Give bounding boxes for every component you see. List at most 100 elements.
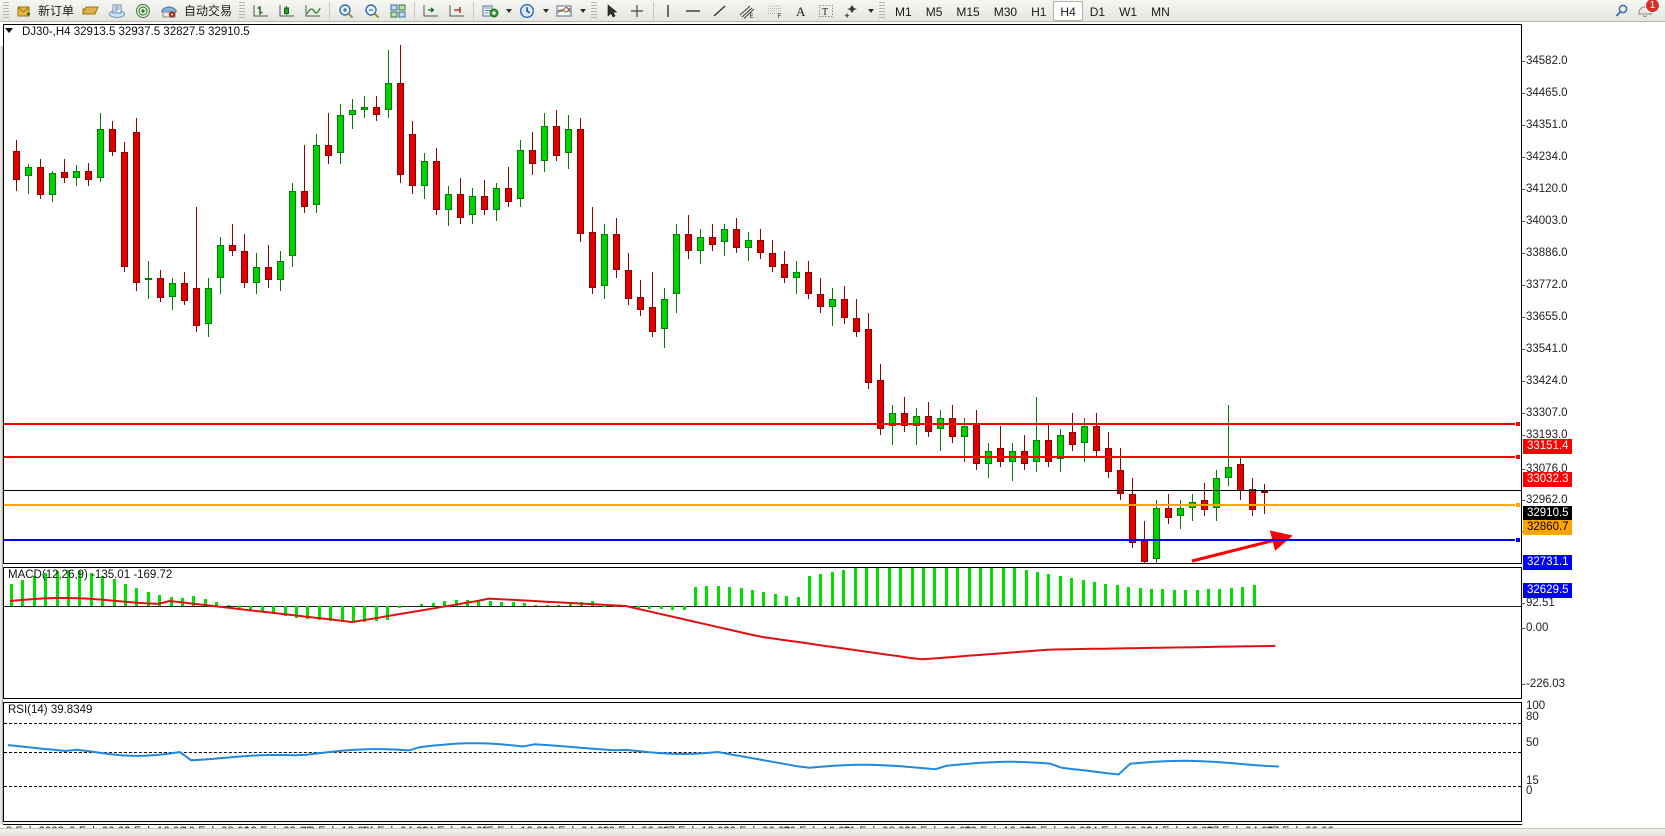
chart-area[interactable]: DJ30-,H4 32913.5 32937.5 32827.5 32910.5…	[0, 22, 1665, 836]
candle-wick	[328, 112, 329, 164]
candle-body	[1249, 488, 1256, 511]
timeframe-m30[interactable]: M30	[993, 4, 1018, 19]
vline-icon[interactable]	[657, 1, 679, 21]
new-order-icon[interactable]	[12, 1, 36, 21]
timeframe-m5[interactable]: M5	[925, 4, 943, 19]
candle-wick	[232, 223, 233, 256]
up-trend-arrow	[1191, 530, 1293, 563]
candle-body	[517, 150, 524, 200]
auto-scroll-icon[interactable]	[444, 1, 470, 21]
period-dropdown-arrow[interactable]	[540, 1, 551, 21]
indicators-dropdown-arrow[interactable]	[503, 1, 514, 21]
zoom-in-icon[interactable]	[333, 1, 359, 21]
macd-histogram-bar	[1195, 589, 1199, 606]
bar-chart-icon[interactable]	[248, 1, 274, 21]
market-icon[interactable]	[156, 1, 182, 21]
candle-body	[625, 269, 632, 300]
macd-histogram-bar	[534, 604, 538, 606]
rsi-tick: 80	[1526, 711, 1539, 723]
timeframe-m15[interactable]: M15	[956, 4, 980, 19]
auto-trading-button[interactable]: 自动交易	[184, 3, 233, 18]
candle-body	[1105, 448, 1112, 473]
text-label-icon[interactable]: T	[813, 1, 839, 21]
macd-histogram-bar	[819, 574, 823, 606]
tile-windows-icon[interactable]	[385, 1, 411, 21]
fibonacci-icon[interactable]: F	[761, 1, 789, 21]
hline-icon[interactable]	[679, 1, 707, 21]
period-icon[interactable]	[514, 1, 540, 21]
macd-histogram-bar	[10, 584, 13, 606]
folder-icon[interactable]	[78, 1, 104, 21]
macd-histogram-bar	[990, 568, 994, 606]
candle-wick	[304, 145, 305, 213]
candle-body	[361, 107, 368, 110]
macd-histogram-bar	[853, 568, 857, 606]
candle-body	[661, 299, 668, 330]
macd-histogram-bar	[124, 583, 127, 606]
macd-histogram-bar	[602, 606, 606, 607]
chart-shift-icon[interactable]	[418, 1, 444, 21]
toolbar-grip-4[interactable]	[879, 1, 886, 20]
search-icon[interactable]	[1609, 1, 1635, 21]
zoom-out-icon[interactable]	[359, 1, 385, 21]
candle-body	[205, 288, 212, 324]
candle-wick	[832, 288, 833, 327]
candle-wick	[148, 261, 149, 300]
macd-histogram-bar	[295, 606, 298, 618]
main-toolbar: 新订单	[0, 0, 1665, 22]
candle-body	[37, 166, 44, 196]
objects-dropdown-arrow[interactable]	[865, 1, 876, 21]
templates-icon[interactable]	[551, 1, 577, 21]
toolbar-sep-1	[329, 1, 331, 20]
macd-histogram-bar	[146, 592, 150, 606]
candle-body	[637, 296, 644, 311]
macd-histogram-bar	[773, 594, 777, 606]
text-icon[interactable]: A	[789, 1, 813, 21]
macd-histogram-bar	[1001, 568, 1005, 606]
svg-text:F: F	[778, 14, 782, 19]
macd-histogram-bar	[112, 579, 116, 606]
macd-histogram-bar	[568, 603, 572, 606]
new-order-button[interactable]: 新订单	[38, 3, 75, 18]
trendline-icon[interactable]	[707, 1, 733, 21]
toolbar-grip[interactable]	[3, 1, 9, 20]
macd-pane[interactable]: MACD(12,26,9) -135.01 -169.72	[3, 567, 1522, 699]
objects-icon[interactable]	[839, 1, 865, 21]
chart-left-gutter[interactable]	[0, 46, 3, 824]
data-window-icon[interactable]	[104, 1, 130, 21]
equidistant-channel-icon[interactable]: E	[733, 1, 761, 21]
macd-histogram-bar	[716, 586, 720, 606]
candle-body	[1165, 507, 1172, 519]
price-tag-support-2[interactable]: 32629.5	[1523, 583, 1572, 598]
macd-histogram-bar	[751, 590, 754, 606]
signals-icon[interactable]	[130, 1, 156, 21]
crosshair-icon[interactable]	[624, 1, 650, 21]
price-pane[interactable]: DJ30-,H4 32913.5 32937.5 32827.5 32910.5	[3, 24, 1522, 564]
indicators-icon[interactable]	[477, 1, 503, 21]
collapse-triangle-icon[interactable]	[5, 28, 13, 33]
toolbar-grip-2[interactable]	[239, 1, 246, 20]
timeframe-mn[interactable]: MN	[1151, 4, 1170, 19]
line-chart-icon[interactable]	[300, 1, 326, 21]
macd-histogram-bar	[659, 606, 663, 610]
price-tag-resistance-2[interactable]: 33032.3	[1523, 472, 1572, 487]
price-axis[interactable]: 34582.0 34465.0 34351.0 34234.0 34120.0 34003…	[1520, 24, 1665, 824]
macd-histogram-bar	[1104, 583, 1108, 606]
price-tag-last-price[interactable]: 32910.5	[1523, 506, 1572, 521]
timeframe-h1[interactable]: H1	[1031, 4, 1047, 19]
notifications-icon[interactable]: 1	[1635, 0, 1660, 21]
price-tag-resistance-1[interactable]: 33151.4	[1523, 439, 1572, 454]
cursor-icon[interactable]	[600, 1, 624, 21]
toolbar-grip-3[interactable]	[591, 1, 598, 20]
timeframe-w1[interactable]: W1	[1119, 4, 1138, 19]
timeframe-m1[interactable]: M1	[895, 4, 912, 19]
timeframe-d1[interactable]: D1	[1089, 4, 1106, 19]
macd-histogram-bar	[979, 568, 982, 606]
timeframe-h4[interactable]: H4	[1053, 0, 1083, 21]
price-tag-support-1[interactable]: 32731.1	[1523, 555, 1572, 570]
rsi-pane[interactable]: RSI(14) 39.8349	[3, 702, 1522, 822]
templates-dropdown-arrow[interactable]	[577, 1, 588, 21]
candle-body	[1045, 440, 1052, 462]
price-tag-order-level[interactable]: 32860.7	[1523, 520, 1572, 535]
candlestick-icon[interactable]	[274, 1, 300, 21]
